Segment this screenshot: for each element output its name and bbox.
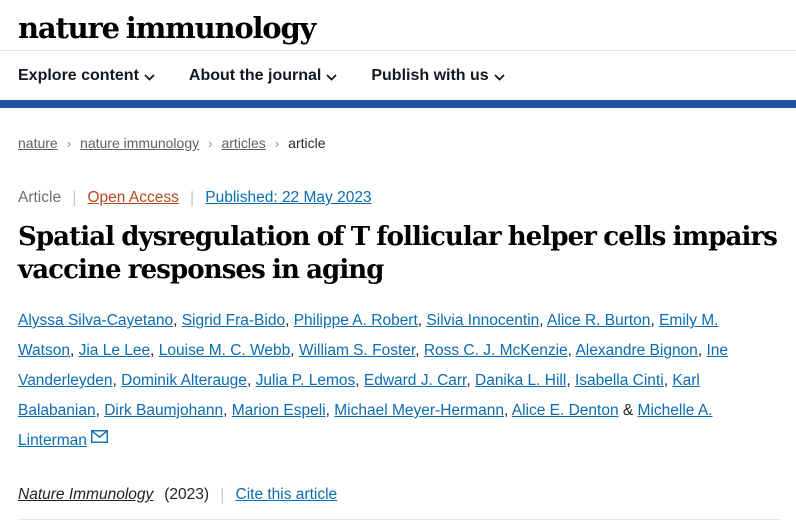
article-title: Spatial dysregulation of T follicular he… [18, 222, 778, 285]
main-navigation: Explore content About the journal Publis… [0, 51, 796, 100]
author-link[interactable]: Marion Espeli [231, 402, 326, 419]
author-separator: , [112, 372, 122, 389]
breadcrumb-nature-immunology[interactable]: nature immunology [80, 135, 200, 151]
envelope-icon[interactable] [90, 430, 108, 443]
nav-label: About the journal [188, 67, 322, 84]
author-link[interactable]: Isabella Cinti [574, 372, 664, 389]
author-link[interactable]: Alexandre Bignon [575, 342, 698, 359]
author-link[interactable]: Louise M. C. Webb [158, 342, 291, 359]
chevron-down-icon [144, 68, 155, 86]
author-link[interactable]: Danika L. Hill [475, 372, 567, 389]
article-header: nature › nature immunology › articles › … [0, 135, 796, 520]
author-link[interactable]: Jia Le Lee [78, 342, 151, 359]
meta-divider: | [220, 485, 225, 504]
breadcrumb: nature › nature immunology › articles › … [18, 135, 778, 151]
author-separator: , [663, 372, 673, 389]
citation-year: (2023) [164, 486, 210, 503]
author-separator: , [290, 342, 299, 359]
author-separator: , [566, 372, 575, 389]
author-link[interactable]: Ine Vanderleyden [18, 342, 728, 389]
author-separator: , [355, 372, 364, 389]
author-separator: , [223, 402, 232, 419]
nav-label: Explore content [18, 67, 139, 84]
chevron-down-icon [326, 68, 337, 86]
author-link[interactable]: Dirk Baumjohann [104, 402, 224, 419]
author-separator: , [539, 312, 548, 329]
author-separator: , [466, 372, 475, 389]
author-separator: , [69, 342, 79, 359]
author-link[interactable]: Alice R. Burton [547, 312, 651, 329]
author-separator: , [697, 342, 707, 359]
author-link[interactable]: Ross C. J. McKenzie [423, 342, 568, 359]
breadcrumb-nature[interactable]: nature [18, 135, 58, 151]
author-separator: , [567, 342, 576, 359]
author-separator: , [417, 312, 427, 329]
author-separator: , [173, 312, 182, 329]
nav-label: Publish with us [371, 67, 489, 84]
author-separator: , [415, 342, 424, 359]
author-link[interactable]: Sigrid Fra-Bido [181, 312, 286, 329]
author-link[interactable]: Silvia Innocentin [426, 312, 540, 329]
author-list: Alyssa Silva-Cayetano, Sigrid Fra-Bido, … [18, 306, 778, 456]
journal-brand-bar [0, 100, 796, 108]
author-separator: , [150, 342, 159, 359]
open-access-link[interactable]: Open Access [87, 189, 179, 206]
article-meta-row: Article | Open Access | Published: 22 Ma… [18, 188, 778, 208]
author-link[interactable]: Karl Balabanian [18, 372, 700, 419]
author-link[interactable]: Michael Meyer-Hermann [334, 402, 504, 419]
author-link[interactable]: Philippe A. Robert [293, 312, 418, 329]
author-link[interactable]: Emily M. Watson [18, 312, 719, 359]
author-separator: , [95, 402, 105, 419]
meta-divider: | [72, 188, 77, 207]
nav-publish-with-us[interactable]: Publish with us [371, 66, 505, 86]
masthead: nature immunology [0, 0, 796, 51]
author-link[interactable]: Dominik Alterauge [121, 372, 247, 389]
author-separator: , [246, 372, 256, 389]
breadcrumb-separator-icon: › [66, 135, 72, 151]
author-link[interactable]: Edward J. Carr [363, 372, 467, 389]
chevron-down-icon [494, 68, 505, 86]
breadcrumb-separator-icon: › [274, 135, 280, 151]
author-link[interactable]: William S. Foster [298, 342, 416, 359]
breadcrumb-articles[interactable]: articles [221, 135, 266, 151]
article-type-label: Article [18, 189, 62, 206]
author-link[interactable]: Michelle A. Linterman [18, 402, 713, 449]
citation-row: Nature Immunology (2023) | Cite this art… [18, 485, 780, 520]
breadcrumb-separator-icon: › [208, 135, 213, 151]
author-link[interactable]: Alyssa Silva-Cayetano [18, 312, 174, 329]
author-separator: , [503, 402, 512, 419]
author-separator: , [650, 312, 660, 329]
journal-name-link[interactable]: Nature Immunology [18, 486, 154, 503]
author-link[interactable]: Alice E. Denton [511, 402, 619, 419]
nav-explore-content[interactable]: Explore content [18, 66, 155, 86]
journal-logo[interactable]: nature immunology [18, 11, 316, 45]
published-date-link[interactable]: Published: 22 May 2023 [205, 189, 372, 206]
nav-about-the-journal[interactable]: About the journal [189, 66, 337, 86]
breadcrumb-article-current: article [288, 135, 326, 151]
author-separator: & [618, 402, 638, 419]
author-separator: , [325, 402, 335, 419]
meta-divider: | [189, 188, 195, 207]
cite-this-article-link[interactable]: Cite this article [235, 486, 338, 503]
author-separator: , [285, 312, 294, 329]
author-link[interactable]: Julia P. Lemos [255, 372, 356, 389]
